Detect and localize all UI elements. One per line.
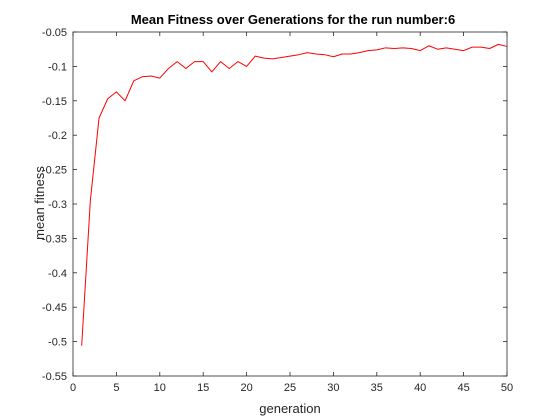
x-axis-label: generation [259,401,320,416]
y-tick-label: -0.55 [42,371,67,383]
x-tick-label: 20 [240,382,252,394]
x-tick-label: 25 [284,382,296,394]
y-tick-label: -0.1 [48,61,67,73]
x-tick-label: 0 [70,382,76,394]
x-tick-label: 45 [457,382,469,394]
y-tick-label: -0.15 [42,96,67,108]
chart-title: Mean Fitness over Generations for the ru… [131,12,455,27]
x-tick-label: 15 [197,382,209,394]
y-tick-label: -0.5 [48,337,67,349]
x-tick-label: 50 [501,382,513,394]
y-tick-label: -0.25 [42,165,67,177]
y-tick-label: -0.3 [48,199,67,211]
y-tick-label: -0.35 [42,233,67,245]
y-tick-label: -0.05 [42,27,67,39]
x-tick-label: 40 [414,382,426,394]
x-tick-label: 35 [371,382,383,394]
y-tick-label: -0.4 [48,268,67,280]
y-axis-label: mean fitness [32,166,47,240]
x-tick-label: 30 [327,382,339,394]
y-tick-label: -0.45 [42,302,67,314]
series-line [81,43,508,346]
x-tick-label: 10 [154,382,166,394]
plot-area: 0 5 10 15 20 25 30 35 40 45 50 -0.05 -0.1 -0.15 -0.2 -0… [42,27,513,394]
y-tick-label: -0.2 [48,130,67,142]
plot-box [72,31,508,377]
x-tick-label: 5 [113,382,119,394]
